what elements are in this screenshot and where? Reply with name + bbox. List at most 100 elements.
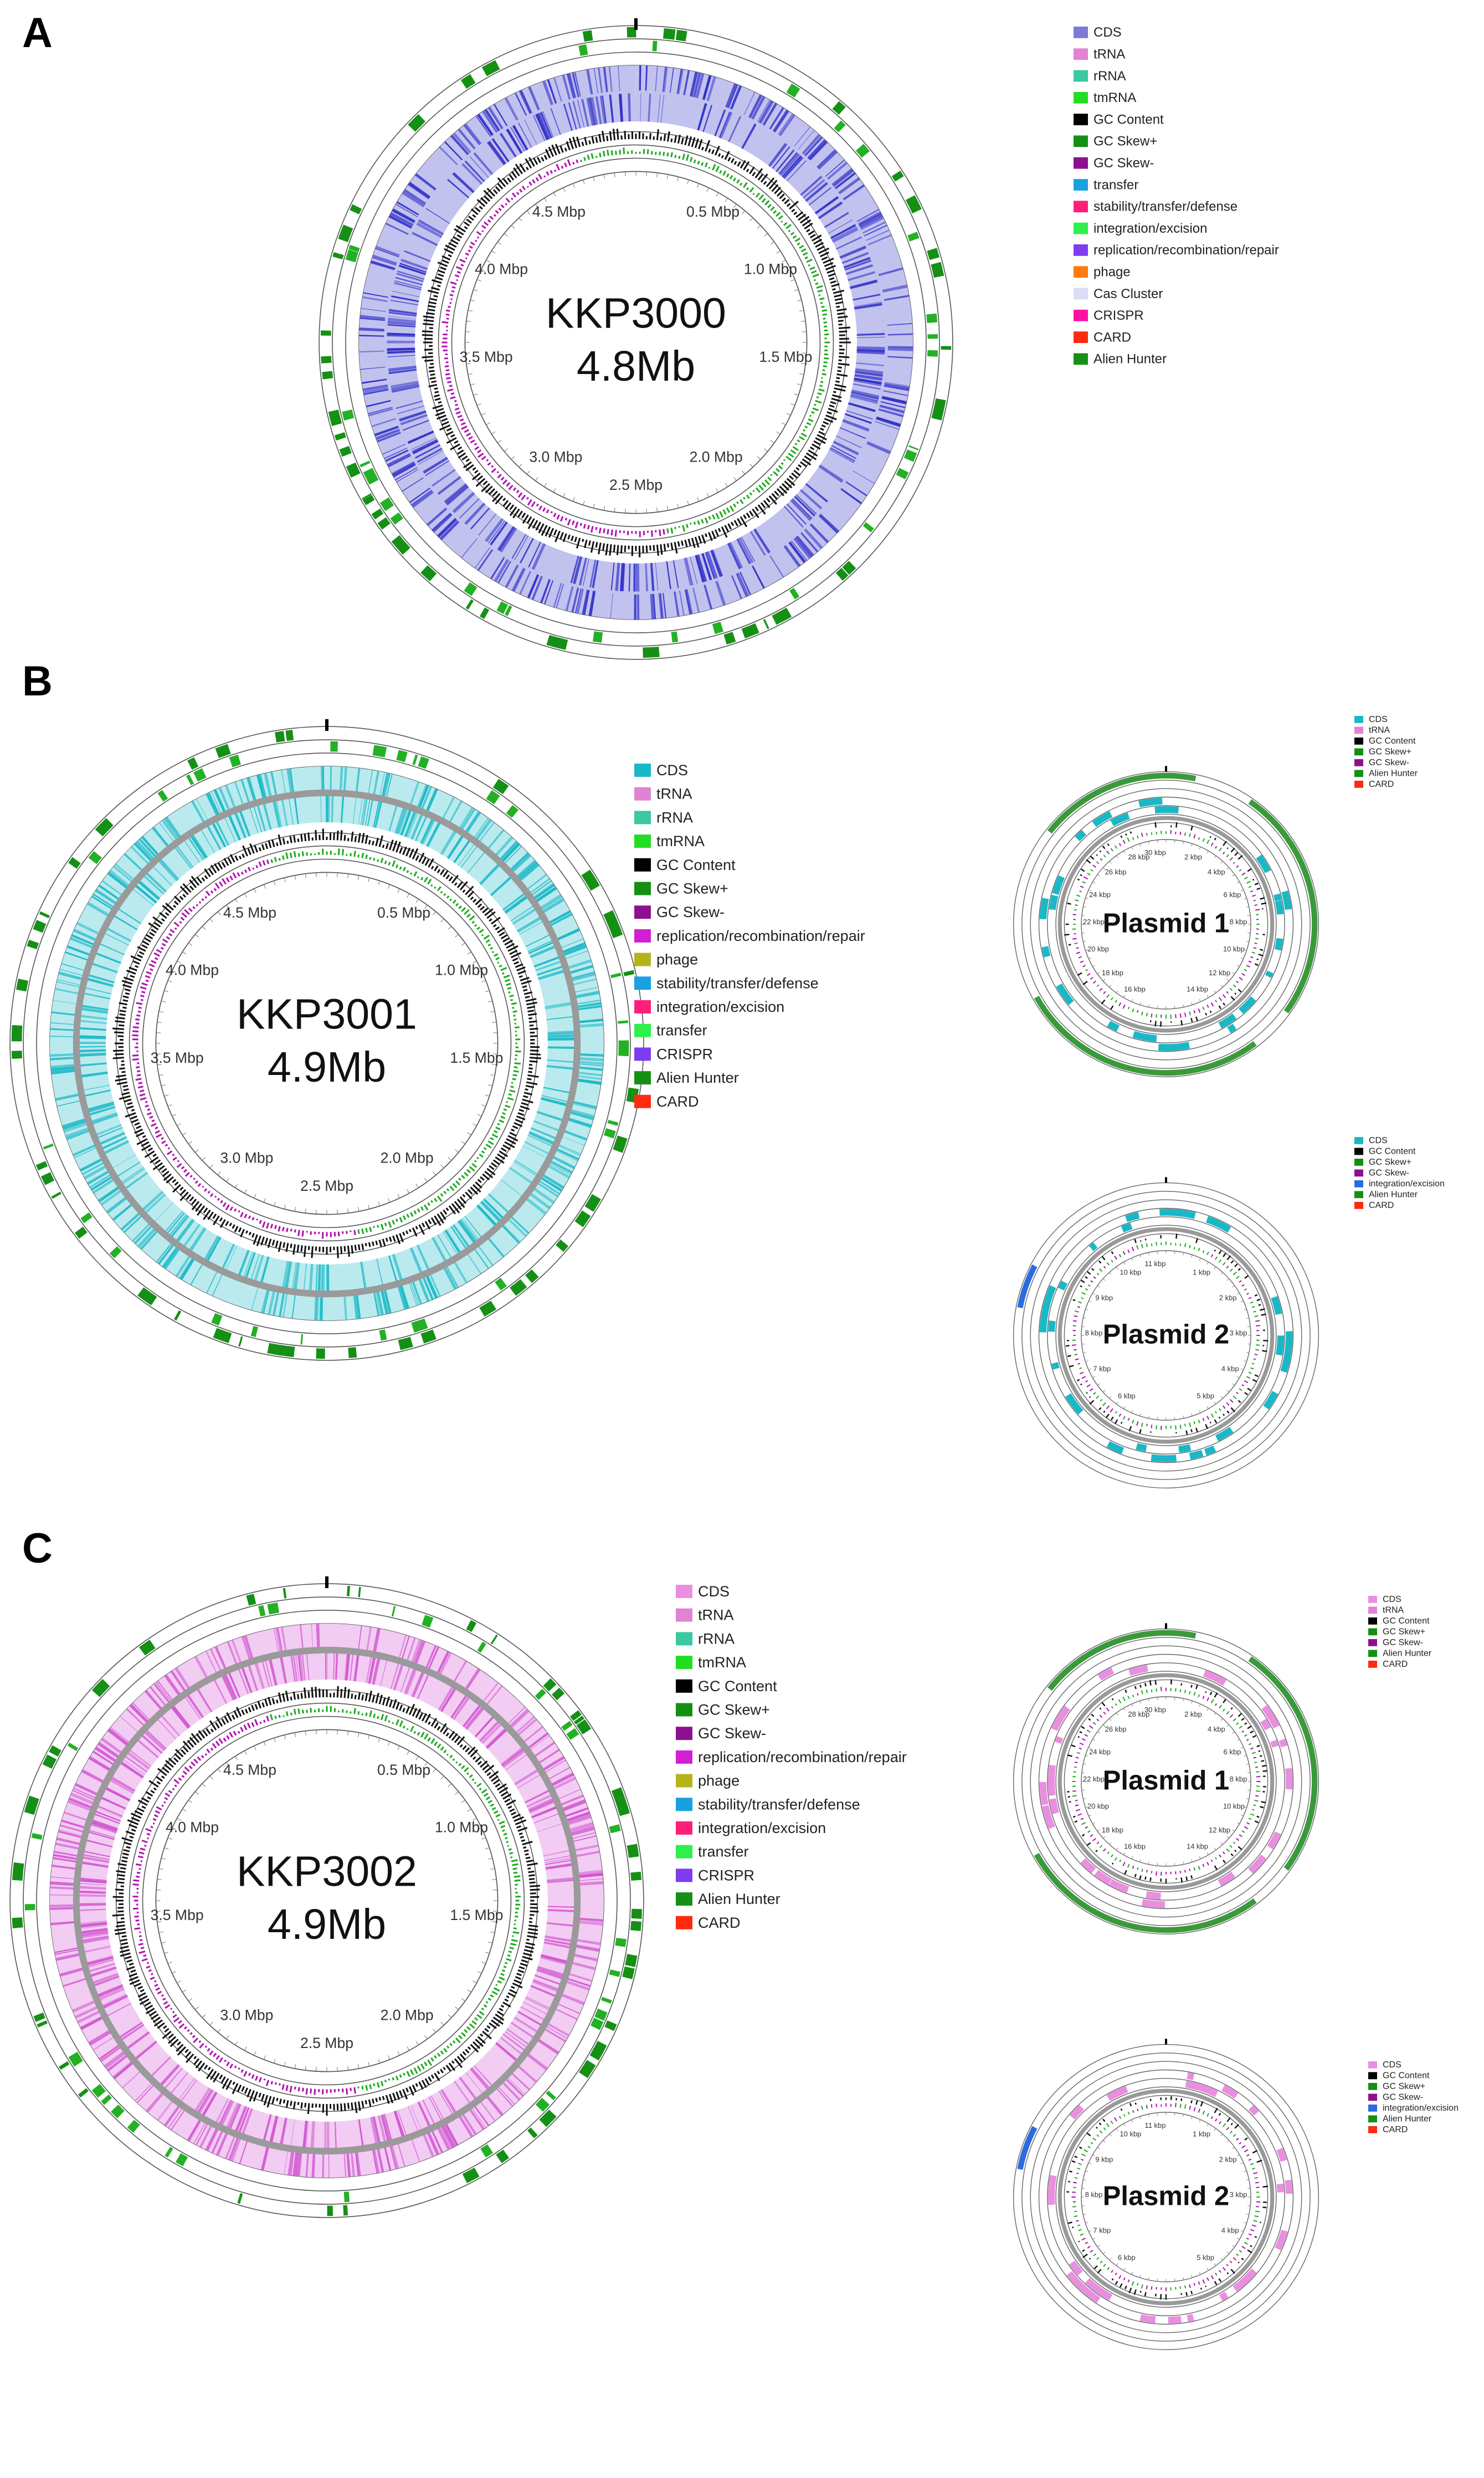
cds-feature [105, 928, 131, 942]
cds-feature [547, 1037, 576, 1041]
gc-skew-bar [500, 204, 505, 208]
gc-content-bar [581, 141, 584, 146]
cds-feature [79, 1924, 107, 1928]
gc-content-bar [477, 1760, 482, 1765]
gc-skew-bar [1236, 1391, 1239, 1395]
backbone-tick [254, 1745, 256, 1750]
gc-content-bar [368, 2099, 372, 2107]
gc-skew-bar [207, 2047, 210, 2052]
gc-content-bar [357, 2101, 361, 2111]
gc-content-bar [1067, 902, 1071, 905]
legend-swatch [1354, 726, 1363, 734]
cds-feature [479, 863, 501, 885]
cds-feature [138, 838, 157, 858]
cds-feature [884, 383, 910, 390]
alien-hunter-segment [94, 1678, 110, 1695]
gc-content-bar [189, 879, 197, 888]
gc-content-bar [271, 839, 275, 847]
gc-content-bar [278, 1241, 282, 1252]
gc-skew-bar [507, 986, 512, 990]
cds-feature [213, 789, 227, 813]
gc-skew-bar [1226, 854, 1230, 858]
gc-skew-bar [1233, 862, 1236, 864]
cds-feature [543, 1087, 571, 1094]
gc-content-bar [516, 966, 526, 971]
gc-content-bar [820, 252, 829, 258]
gc-content-bar [1068, 944, 1071, 946]
tick-label: 2.0 Mbp [690, 448, 743, 465]
legend-label: CRISPR [1093, 308, 1144, 323]
legend-label: replication/recombination/repair [1093, 243, 1279, 258]
contig-ring [73, 1646, 581, 2155]
backbone-tick [518, 463, 522, 468]
gc-content-bar [1120, 1421, 1123, 1424]
gc-skew-bar [1244, 1380, 1249, 1384]
integration-excision-segment [1017, 1264, 1038, 1308]
cds-feature [361, 308, 386, 312]
cds-feature [168, 1214, 187, 1237]
cds-feature [404, 810, 417, 837]
backbone-tick [1240, 889, 1244, 892]
gc-skew-bar [181, 1775, 185, 1778]
gc-content-bar [465, 2049, 470, 2054]
cds-feature [492, 138, 510, 162]
backbone-tick [481, 269, 486, 272]
cds-feature [275, 1627, 282, 1653]
legend-swatch [1074, 353, 1088, 365]
backbone-tick [226, 1177, 229, 1182]
gc-skew-bar [736, 179, 740, 184]
gc-skew-bar [678, 156, 681, 159]
cds-feature [367, 798, 374, 827]
legend-swatch [634, 834, 651, 848]
alien-hunter-segment [835, 567, 849, 581]
cds-feature [485, 1686, 503, 1706]
gc-content-bar [454, 440, 459, 444]
track-ring [438, 144, 834, 541]
cds-feature [1055, 1735, 1064, 1744]
tick-label: 8 kbp [1230, 918, 1247, 926]
legend-label: phage [698, 1773, 740, 1789]
tick-label: 14 kbp [1187, 985, 1208, 994]
gc-content-bar [112, 1027, 124, 1030]
gc-content-bar [461, 455, 468, 460]
cds-feature [544, 580, 553, 605]
cds-feature [132, 1222, 151, 1242]
gc-skew-bar [726, 507, 731, 513]
cds-feature [547, 1035, 576, 1038]
backbone-tick [794, 289, 799, 291]
gc-content-bar [232, 2083, 239, 2095]
gc-content-bar [525, 1856, 531, 1860]
gc-skew-bar [179, 921, 182, 924]
cds-feature [477, 549, 494, 571]
gc-content-bar [276, 842, 279, 847]
gc-skew-bar [410, 1212, 414, 1217]
cds-feature [514, 1769, 540, 1786]
backbone-tick [156, 1911, 161, 1912]
tick-label: 4.5 Mbp [532, 203, 586, 220]
gc-skew-bar [181, 1166, 185, 1170]
cds-feature [391, 385, 419, 392]
gc-skew-bar [184, 909, 190, 915]
cds-feature [241, 1636, 251, 1661]
cds-feature [462, 1704, 482, 1728]
cds-feature [504, 894, 527, 912]
gc-skew-bar [444, 357, 448, 360]
gc-content-bar [124, 976, 134, 981]
gc-skew-bar [1219, 1259, 1222, 1263]
gc-skew-bar [780, 462, 784, 465]
backbone-tick [254, 2051, 256, 2056]
gc-skew-bar [509, 1089, 516, 1093]
gc-content-bar [504, 1798, 511, 1803]
cds-feature [88, 1829, 115, 1839]
gc-content-bar [1209, 1691, 1213, 1696]
backbone-tick [486, 422, 490, 426]
cds-feature [126, 1750, 151, 1770]
cds-feature [491, 139, 509, 162]
legend-label: CARD [656, 1093, 699, 1110]
backbone-tick [511, 225, 515, 229]
cds-feature [860, 217, 884, 230]
gc-content-bar [405, 1706, 410, 1714]
cds-feature [428, 1646, 439, 1671]
